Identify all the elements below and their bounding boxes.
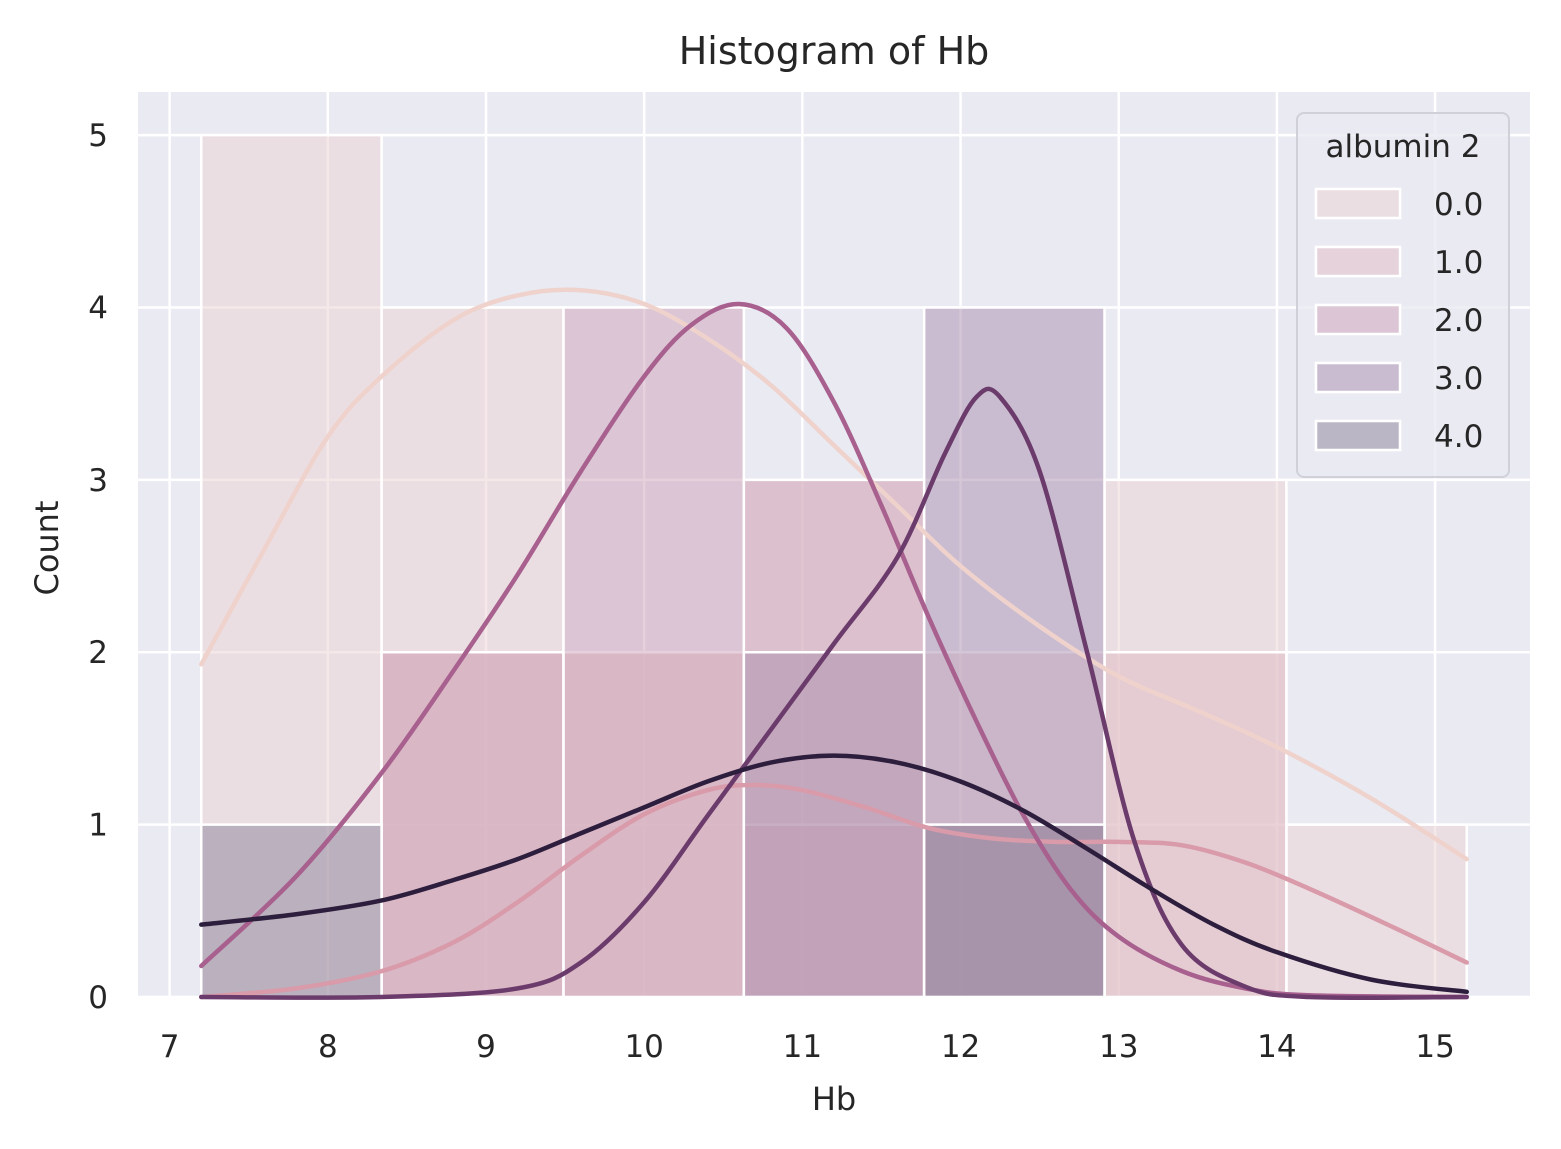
legend-title: albumin 2: [1326, 129, 1481, 165]
x-tick-label: 14: [1257, 1029, 1296, 1065]
kde-curve-albumin-4.0: [199, 753, 1469, 995]
x-axis-label: Hb: [812, 1080, 856, 1118]
bar-albumin-4.0-bin-4: [922, 823, 1106, 999]
legend: albumin 2 0.0 1.0 2.0 3.0 4.0: [1296, 112, 1510, 478]
x-tick-label: 12: [941, 1029, 980, 1065]
legend-label-3.0: 3.0: [1434, 361, 1483, 397]
x-tick-label: 10: [624, 1029, 663, 1065]
kde-curve-albumin-1.0: [199, 782, 1469, 1000]
y-tick-label: 4: [88, 290, 108, 326]
y-tick-label: 3: [88, 463, 108, 499]
bar-albumin-4.0-bin-0: [200, 823, 383, 999]
legend-swatch-2.0: [1314, 303, 1402, 336]
kde-curve-albumin-3.0: [199, 386, 1469, 1001]
x-tick-label: 11: [783, 1029, 822, 1065]
y-axis-label: Count: [28, 500, 66, 595]
legend-label-1.0: 1.0: [1434, 245, 1483, 281]
y-tick-label: 0: [88, 980, 108, 1016]
legend-swatch-4.0: [1314, 419, 1402, 452]
y-tick-label: 2: [88, 635, 108, 671]
x-tick-label: 7: [160, 1029, 180, 1065]
legend-label-0.0: 0.0: [1434, 187, 1483, 223]
x-tick-label: 15: [1415, 1029, 1454, 1065]
x-tick-label: 8: [318, 1029, 338, 1065]
y-tick-label: 1: [88, 808, 108, 844]
y-axis-ticks: 0 1 2 3 4 5: [88, 118, 108, 1016]
bar-albumin-3.0-bin-3: [742, 650, 926, 999]
bar-albumin-0.0-bin-6: [1285, 823, 1468, 999]
legend-label-4.0: 4.0: [1434, 419, 1483, 455]
kde-curve-albumin-0.0: [199, 287, 1469, 862]
kde-curves: [199, 287, 1469, 1001]
y-tick-label: 5: [88, 118, 108, 154]
x-tick-label: 9: [476, 1029, 496, 1065]
legend-swatch-1.0: [1314, 245, 1402, 278]
x-axis-ticks: 7 8 9 10 11 12 13 14 15: [160, 1029, 1455, 1065]
histogram-bars: [200, 133, 1468, 999]
bar-albumin-2.0-bin-1: [380, 650, 565, 999]
chart-title: Histogram of Hb: [679, 29, 990, 73]
legend-items: 0.0 1.0 2.0 3.0 4.0: [1314, 187, 1483, 455]
legend-swatch-3.0: [1314, 361, 1402, 394]
x-tick-label: 13: [1099, 1029, 1138, 1065]
legend-swatch-0.0: [1314, 187, 1402, 220]
kde-curve-albumin-2.0: [199, 301, 1469, 1000]
legend-label-2.0: 2.0: [1434, 303, 1483, 339]
